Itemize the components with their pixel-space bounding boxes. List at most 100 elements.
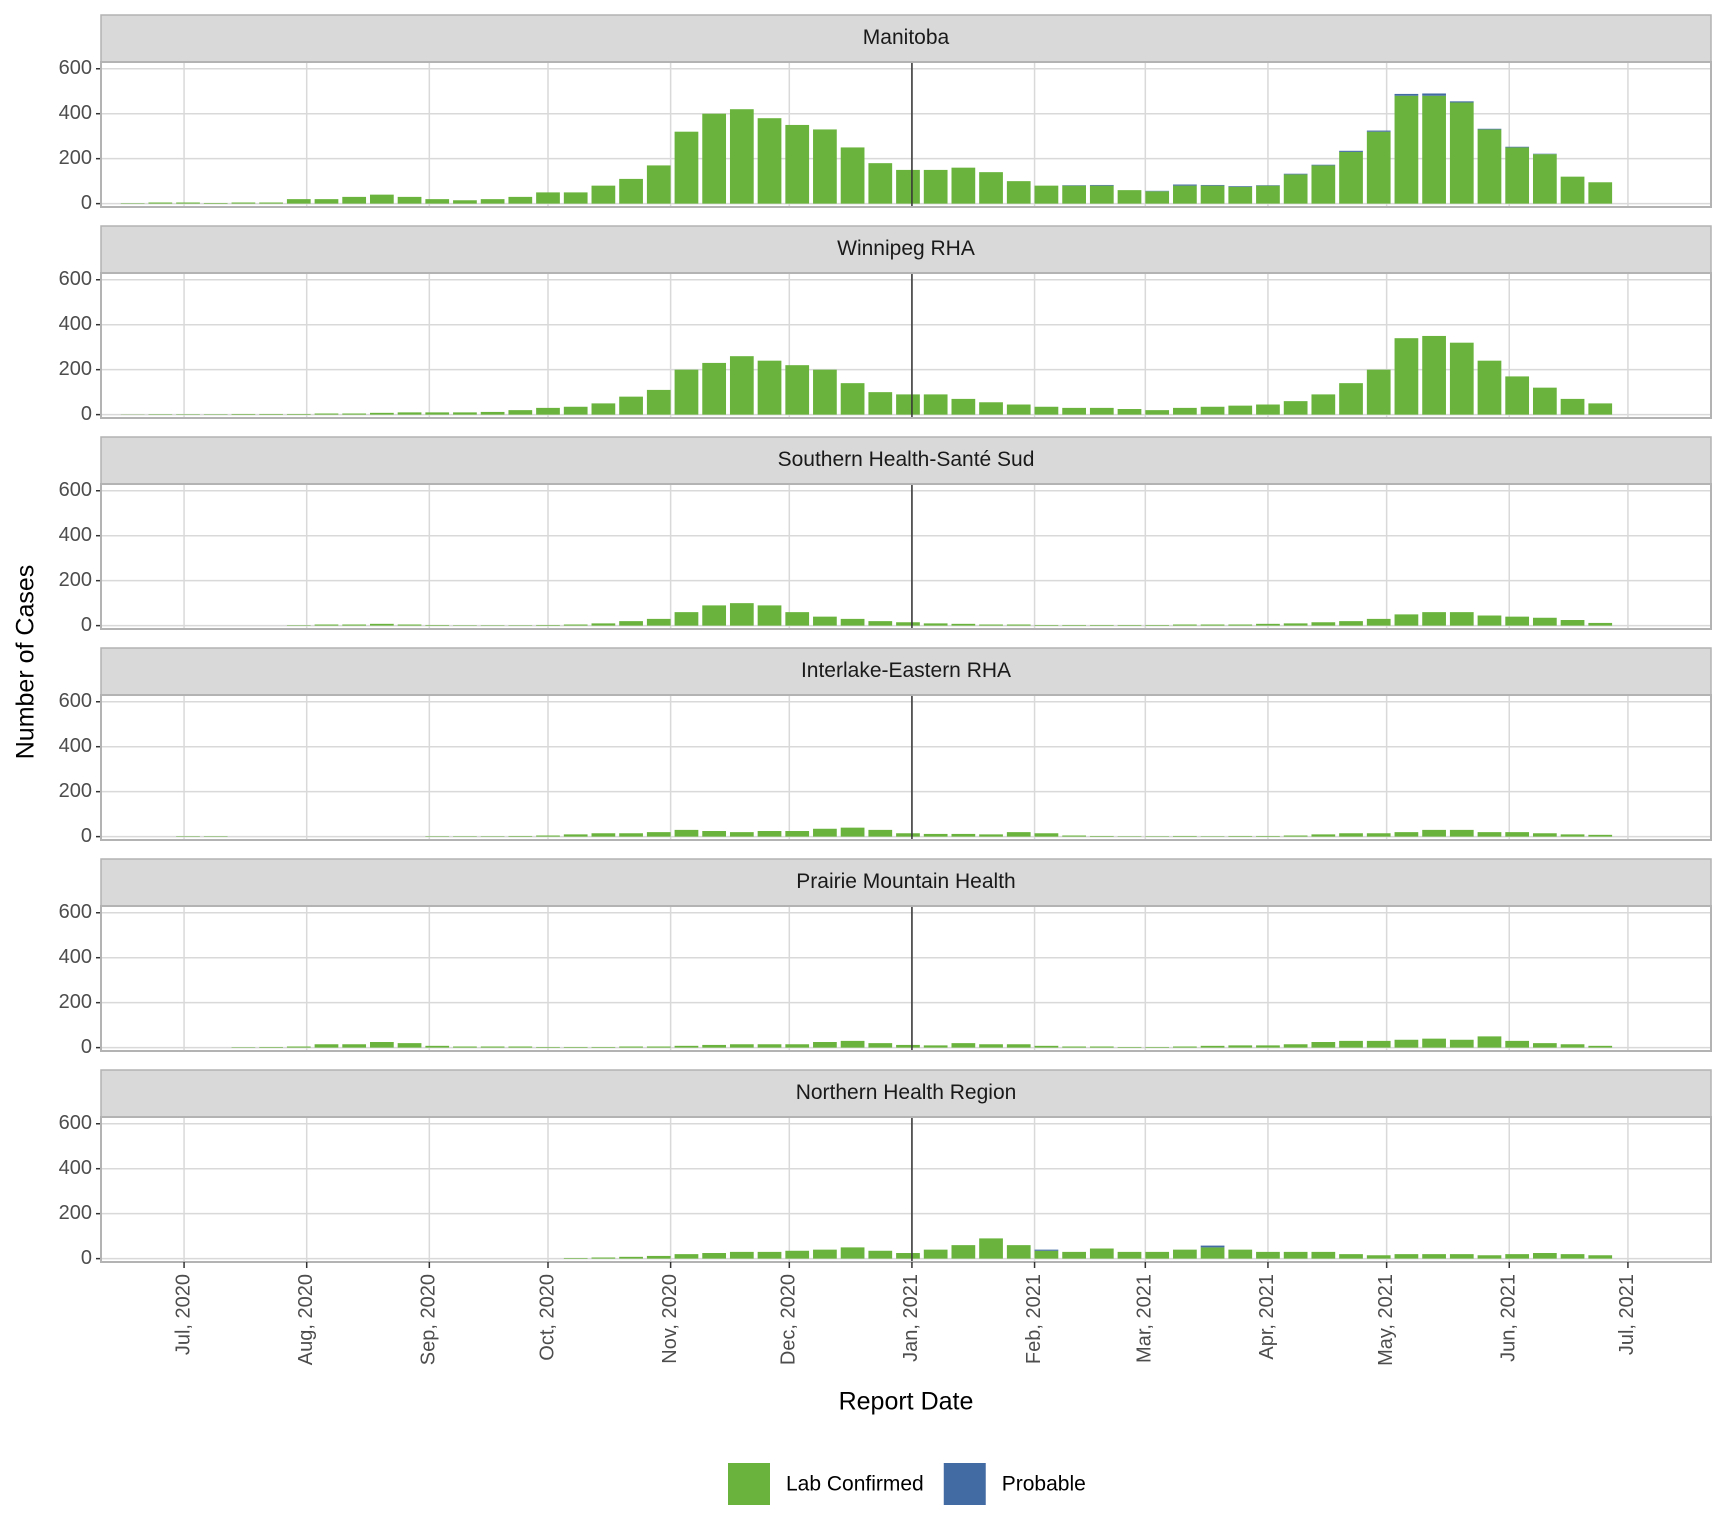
bar [314, 413, 339, 415]
bar [1062, 624, 1086, 626]
bar [203, 202, 228, 204]
bar [1394, 614, 1419, 626]
bar [1173, 1046, 1197, 1048]
bar [1394, 1039, 1419, 1048]
bar [1366, 1255, 1391, 1259]
bar [1477, 1036, 1502, 1048]
bar [480, 1046, 505, 1048]
bar [1228, 835, 1253, 837]
bar [342, 413, 367, 415]
y-tick-label: 600 [59, 57, 92, 79]
facet-title: Northern Health Region [796, 1081, 1017, 1104]
bar [868, 163, 893, 204]
legend-swatch [943, 1463, 986, 1505]
x-axis-label: Report Date [839, 1388, 974, 1416]
bar [259, 413, 283, 415]
bar [1117, 1046, 1142, 1048]
y-tick-label: 400 [59, 313, 92, 335]
bar [951, 623, 976, 626]
y-tick-label: 200 [59, 358, 92, 380]
bar [923, 1249, 948, 1259]
bar [1588, 403, 1613, 415]
bar [1006, 181, 1031, 204]
bar [176, 202, 200, 204]
bar [1394, 1254, 1419, 1259]
bar [1339, 1254, 1363, 1259]
bar [1505, 376, 1530, 415]
plot-area [101, 1117, 1711, 1262]
bar [1200, 406, 1225, 415]
bar [1283, 1251, 1308, 1259]
bar [397, 624, 422, 626]
bar [868, 392, 893, 415]
bar [1532, 154, 1557, 204]
y-tick-label: 0 [81, 1036, 92, 1058]
bar [1477, 832, 1502, 837]
bar [369, 1042, 394, 1048]
panel-border [100, 272, 1712, 419]
y-tick-label: 600 [59, 901, 92, 923]
bar [1505, 147, 1530, 204]
bar [896, 1253, 920, 1259]
bar [425, 1045, 450, 1048]
bar [979, 402, 1003, 415]
bar [1560, 176, 1585, 204]
bar [1034, 1249, 1059, 1251]
bar [1588, 182, 1613, 204]
bar [591, 1046, 616, 1048]
bar [563, 1257, 588, 1259]
bar [369, 194, 394, 204]
y-tick-label: 600 [59, 1112, 92, 1134]
x-tick-label: Dec, 2020 [778, 1274, 800, 1365]
bar [1477, 129, 1502, 204]
bar [1256, 185, 1280, 204]
facet-title: Interlake-Eastern RHA [801, 659, 1011, 682]
bar [923, 833, 948, 837]
bar [1034, 406, 1059, 415]
bar [342, 624, 367, 626]
y-tick-label: 0 [81, 403, 92, 425]
bar [1117, 409, 1142, 415]
bar [1394, 95, 1419, 204]
bar [563, 406, 588, 415]
bar [397, 412, 422, 415]
bar [1311, 394, 1336, 415]
strip [100, 225, 1712, 274]
bar [314, 624, 339, 626]
bar [536, 192, 560, 204]
bar [1560, 1254, 1585, 1259]
y-tick-label: 0 [81, 614, 92, 636]
bar [148, 202, 173, 204]
bar [674, 612, 699, 626]
bar [425, 412, 450, 415]
plot-area [101, 906, 1711, 1051]
bar [397, 1043, 422, 1048]
bar [1173, 624, 1197, 626]
bar [923, 1045, 948, 1048]
bar [1089, 184, 1114, 186]
bar [757, 605, 782, 626]
bar [729, 109, 754, 204]
bar [342, 196, 367, 204]
bar [1532, 387, 1557, 415]
bar [785, 365, 810, 415]
bar [453, 1046, 477, 1048]
bar [1560, 834, 1585, 837]
bar [1422, 95, 1446, 204]
bar [1394, 338, 1419, 415]
bar [1006, 624, 1031, 626]
bar [1228, 405, 1253, 415]
bar [896, 833, 920, 837]
bar [979, 624, 1003, 626]
bar [1089, 1248, 1114, 1259]
bar [591, 1257, 616, 1259]
bar [1062, 407, 1086, 415]
bar [896, 1044, 920, 1048]
bar [674, 1045, 699, 1048]
bar [646, 618, 671, 626]
bar [1339, 833, 1363, 837]
bar [563, 192, 588, 204]
bar [1532, 617, 1557, 626]
bar [840, 1040, 865, 1048]
x-tick-label: Sep, 2020 [418, 1274, 440, 1365]
